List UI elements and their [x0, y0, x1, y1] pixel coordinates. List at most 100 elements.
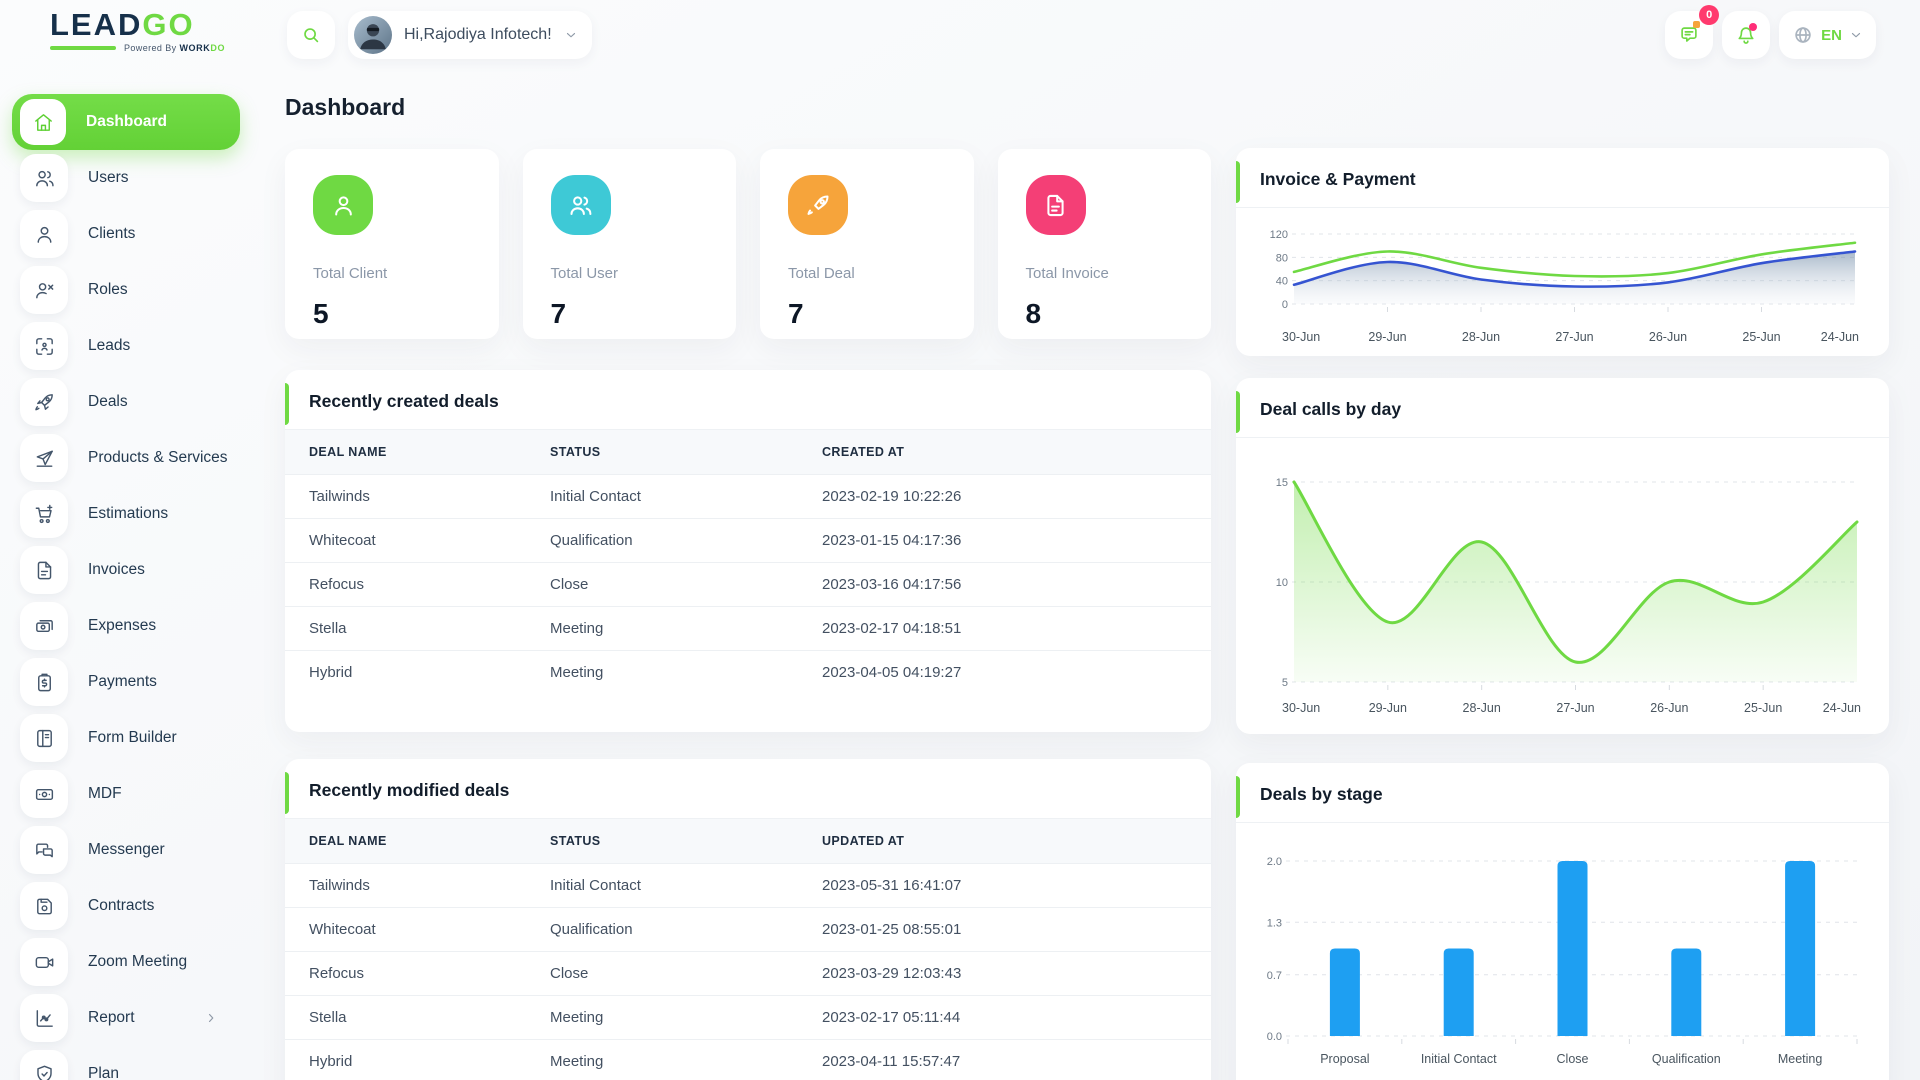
sidebar-item-contracts[interactable]: Contracts [0, 878, 240, 934]
notification-dot [1749, 23, 1758, 31]
sidebar-item-estimations[interactable]: Estimations [0, 486, 240, 542]
client-icon [334, 195, 352, 216]
message-edit-dot [1693, 21, 1701, 28]
stat-label: Total Deal [788, 265, 855, 282]
sidebar-item-plan[interactable]: Plan [0, 1046, 240, 1080]
svg-text:15: 15 [1276, 477, 1288, 489]
svg-text:29-Jun: 29-Jun [1369, 701, 1407, 715]
svg-text:5: 5 [1282, 677, 1288, 689]
created-deals-table: DEAL NAME STATUS CREATED AT Tailwinds Ini… [285, 430, 1211, 694]
svg-text:Meeting: Meeting [1778, 1052, 1823, 1066]
deal-name-cell: Hybrid [285, 650, 550, 694]
svg-text:Close: Close [1557, 1052, 1589, 1066]
deal-name-cell: Whitecoat [285, 907, 550, 952]
status-cell: Initial Contact [550, 863, 822, 908]
users-icon [570, 195, 592, 215]
table-row: Hybrid Meeting 2023-04-11 15:57:47 [285, 1039, 1211, 1080]
report-chart-icon [36, 1009, 53, 1027]
sidebar-item-deals[interactable]: Deals [0, 374, 240, 430]
column-header-status: STATUS [550, 819, 822, 864]
notifications-button[interactable] [1722, 11, 1771, 59]
sidebar-item-invoices[interactable]: Invoices [0, 542, 240, 598]
messages-button[interactable]: 0 [1665, 5, 1720, 59]
chat-icon [1681, 27, 1697, 42]
svg-text:120: 120 [1270, 229, 1288, 241]
top-header: LEADGO Powered By WORKDO Hi,Rajodiya Inf… [0, 0, 1920, 70]
recently-modified-deals-card: Recently modified deals DEAL NAME STATUS… [285, 759, 1211, 1080]
accent-bar [1236, 161, 1240, 203]
sidebar-item-payments[interactable]: Payments [0, 654, 240, 710]
workdo-brand-work: WORK [179, 43, 211, 53]
stat-cards: Total Client 5 Total User 7 Total Deal 7… [285, 149, 1211, 339]
svg-text:25-Jun: 25-Jun [1744, 701, 1782, 715]
card-title: Invoice & Payment [1260, 169, 1416, 189]
sidebar-item-report[interactable]: Report [0, 990, 240, 1046]
messages-count-badge: 0 [1699, 5, 1720, 25]
language-selector[interactable]: EN [1779, 11, 1876, 59]
svg-text:24-Jun: 24-Jun [1821, 330, 1859, 344]
svg-text:1.3: 1.3 [1267, 917, 1282, 929]
file-icon [37, 561, 51, 579]
sidebar-label: Payments [88, 673, 157, 690]
logo-lead: LEAD [50, 7, 143, 42]
sidebar-item-users[interactable]: Users [0, 150, 240, 206]
sidebar-label: Expenses [88, 617, 157, 634]
sidebar-label: Estimations [88, 505, 169, 522]
card-title: Recently modified deals [309, 780, 510, 800]
sidebar-item-leads[interactable]: Leads [0, 318, 240, 374]
svg-text:Initial Contact: Initial Contact [1421, 1052, 1497, 1066]
stat-label: Total Invoice [1025, 265, 1109, 282]
column-header-deal-name: DEAL NAME [285, 819, 550, 864]
chat-bubbles-icon [35, 842, 53, 857]
search-button[interactable] [287, 11, 335, 59]
sidebar-item-dashboard[interactable]: Dashboard [12, 94, 240, 150]
svg-text:10: 10 [1276, 577, 1288, 589]
user-menu[interactable]: Hi,Rajodiya Infotech! [348, 11, 592, 59]
deals-by-stage-chart: 0.0 0.7 1.3 2.0 Proposal Initial Contact Close… [1267, 856, 1858, 1066]
chevron-down-icon [566, 32, 575, 38]
home-icon [34, 113, 52, 131]
sidebar-item-clients[interactable]: Clients [0, 206, 240, 262]
sidebar-item-roles[interactable]: Roles [0, 262, 240, 318]
table-row: Tailwinds Initial Contact 2023-05-31 16:41… [285, 863, 1211, 908]
sidebar-item-products-services[interactable]: Products & Services [0, 430, 240, 486]
sidebar-label: Report [88, 1009, 135, 1026]
svg-text:80: 80 [1276, 252, 1288, 264]
invoice-payment-card: Invoice & Payment 0 40 80 120 30-Jun 29-Jun 28… [1236, 148, 1889, 356]
search-icon [304, 28, 319, 43]
deals-by-stage-card: Deals by stage 0.0 0.7 1.3 2.0 Proposal Initi… [1236, 763, 1889, 1080]
accent-bar [1236, 391, 1240, 433]
svg-text:30-Jun: 30-Jun [1282, 701, 1320, 715]
sidebar-item-zoom-meeting[interactable]: Zoom Meeting [0, 934, 240, 990]
sidebar: Dashboard Users Clients Roles Leads Deal… [0, 70, 240, 1080]
table-row: Refocus Close 2023-03-16 04:17:56 [285, 562, 1211, 607]
updated-at-cell: 2023-01-25 08:55:01 [822, 907, 1211, 952]
sidebar-item-mdf[interactable]: MDF [0, 766, 240, 822]
logo-wordmark: LEADGO [50, 9, 225, 40]
sidebar-label: Roles [88, 281, 128, 298]
stat-card-total-invoice: Total Invoice 8 [997, 149, 1211, 339]
stat-card-total-client: Total Client 5 [285, 149, 499, 339]
deal-calls-by-day-card: Deal calls by day 5 10 15 30-Jun 29-Jun 28-Ju… [1236, 378, 1889, 734]
sidebar-label: Zoom Meeting [88, 953, 188, 970]
table-row: Whitecoat Qualification 2023-01-15 04:17:3… [285, 518, 1211, 563]
sidebar-label: Products & Services [88, 449, 228, 466]
avatar [354, 16, 392, 54]
column-header-deal-name: DEAL NAME [285, 430, 550, 475]
status-cell: Qualification [550, 518, 822, 563]
stat-card-total-deal: Total Deal 7 [760, 149, 974, 339]
sidebar-label: MDF [88, 785, 122, 802]
column-header-status: STATUS [550, 430, 822, 475]
sidebar-item-messenger[interactable]: Messenger [0, 822, 240, 878]
stat-value: 5 [313, 298, 329, 329]
shield-icon [36, 1065, 52, 1080]
table-row: Stella Meeting 2023-02-17 05:11:44 [285, 995, 1211, 1040]
sidebar-item-form-builder[interactable]: Form Builder [0, 710, 240, 766]
sidebar-label: Dashboard [86, 113, 167, 130]
sidebar-label: Messenger [88, 841, 165, 858]
logo-go: GO [142, 7, 195, 42]
table-row: Tailwinds Initial Contact 2023-02-19 10:22… [285, 474, 1211, 519]
sidebar-item-expenses[interactable]: Expenses [0, 598, 240, 654]
card-title: Deals by stage [1260, 784, 1383, 804]
page-title: Dashboard [285, 94, 406, 120]
